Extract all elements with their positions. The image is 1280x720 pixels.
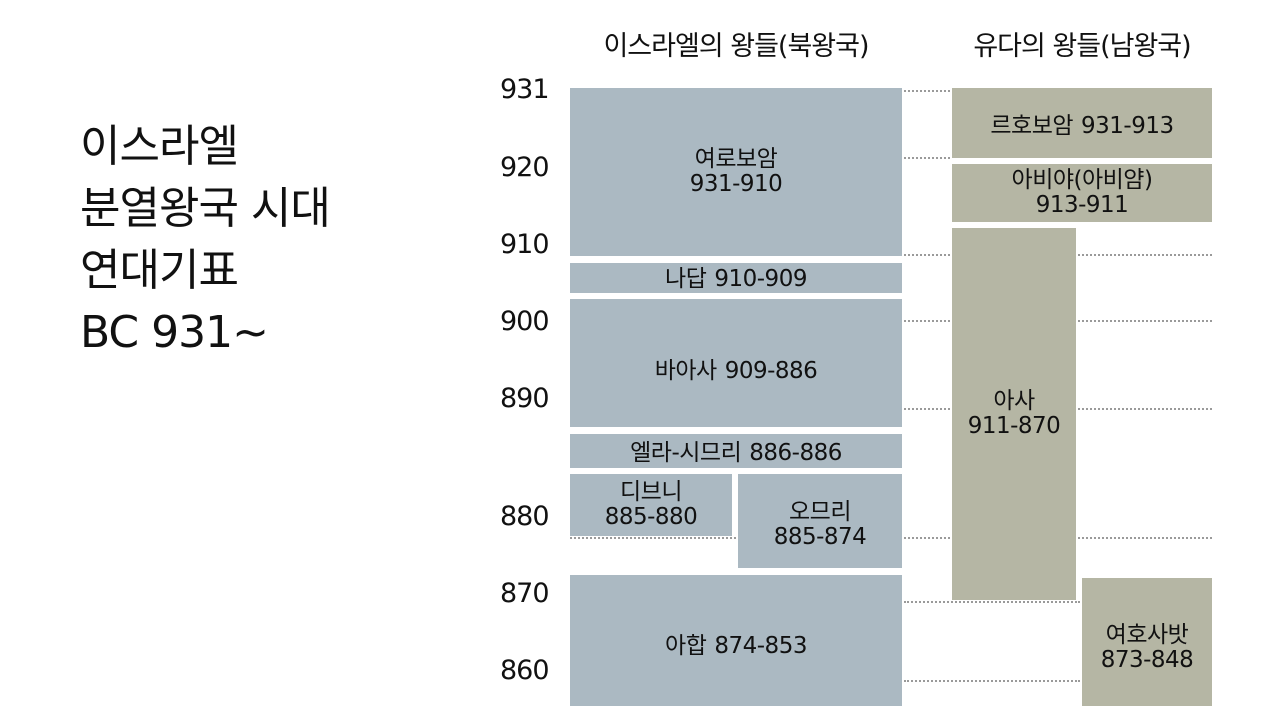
- king-block-asa: 아사 911-870: [952, 228, 1076, 600]
- year-label: 920: [500, 152, 550, 183]
- dotted-gridline: [1078, 408, 1212, 410]
- title-line: BC 931~: [80, 307, 269, 358]
- dotted-gridline: [904, 320, 950, 322]
- dotted-gridline: [904, 254, 950, 256]
- king-reign: 913-911: [1035, 192, 1129, 218]
- page-title: 이스라엘 분열왕국 시대 연대기표 BC 931~: [80, 116, 331, 364]
- king-name: 바아사: [654, 357, 717, 384]
- king-name: 아사: [993, 388, 1035, 414]
- king-reign: 874-853: [714, 633, 807, 659]
- king-reign: 873-848: [1100, 647, 1194, 673]
- king-name: 엘라-시므리: [630, 439, 742, 466]
- king-reign: 910-909: [714, 265, 807, 292]
- king-name: 디브니: [620, 479, 682, 505]
- king-block-tibni: 디브니 885-880: [570, 474, 732, 536]
- dotted-gridline: [904, 537, 950, 539]
- title-line: 연대기표: [80, 245, 239, 296]
- year-label: 860: [500, 655, 550, 686]
- king-block-elah-zimri: 엘라-시므리 886-886: [570, 434, 902, 468]
- king-block-ahab: 아합 874-853: [570, 575, 902, 706]
- dotted-gridline: [904, 90, 950, 92]
- king-block-jehoshaphat: 여호사밧 873-848: [1082, 578, 1212, 706]
- title-line: 분열왕국 시대: [80, 183, 331, 234]
- north-kingdom-header: 이스라엘의 왕들(북왕국): [603, 31, 869, 62]
- year-label: 910: [500, 229, 550, 260]
- dotted-gridline: [904, 157, 950, 159]
- dotted-gridline: [904, 601, 1080, 603]
- dotted-gridline: [1078, 537, 1212, 539]
- dotted-gridline: [904, 680, 1080, 682]
- king-name: 나답: [665, 265, 707, 292]
- king-reign: 911-870: [967, 413, 1061, 439]
- king-reign: 885-880: [604, 504, 698, 530]
- king-name: 르호보암: [990, 112, 1074, 139]
- title-line: 이스라엘: [80, 121, 239, 172]
- king-block-jeroboam: 여로보암 931-910: [570, 88, 902, 256]
- king-name: 아합: [665, 633, 707, 659]
- dotted-gridline: [570, 537, 736, 539]
- king-reign: 885-874: [773, 524, 867, 550]
- king-reign: 909-886: [724, 357, 818, 384]
- dotted-gridline: [1078, 254, 1212, 256]
- king-block-baasha: 바아사 909-886: [570, 299, 902, 427]
- south-kingdom-header: 유다의 왕들(남왕국): [973, 31, 1191, 62]
- king-name: 여로보암: [694, 146, 778, 172]
- year-label: 890: [500, 383, 550, 414]
- king-name: 아비야(아비얌): [1011, 167, 1153, 193]
- king-block-abijah: 아비야(아비얌) 913-911: [952, 164, 1212, 222]
- king-name: 여호사밧: [1105, 622, 1189, 648]
- king-block-nadab: 나답 910-909: [570, 263, 902, 293]
- king-reign: 931-913: [1081, 112, 1174, 139]
- dotted-gridline: [904, 408, 950, 410]
- dotted-gridline: [1078, 320, 1212, 322]
- year-label: 900: [500, 306, 550, 337]
- king-reign: 931-910: [689, 171, 783, 197]
- king-reign: 886-886: [749, 439, 842, 466]
- king-name: 오므리: [789, 499, 851, 525]
- year-label: 880: [500, 501, 550, 532]
- year-label: 870: [500, 578, 550, 609]
- king-block-rehoboam: 르호보암 931-913: [952, 88, 1212, 158]
- year-label: 931: [500, 74, 550, 105]
- king-block-omri: 오므리 885-874: [738, 474, 902, 568]
